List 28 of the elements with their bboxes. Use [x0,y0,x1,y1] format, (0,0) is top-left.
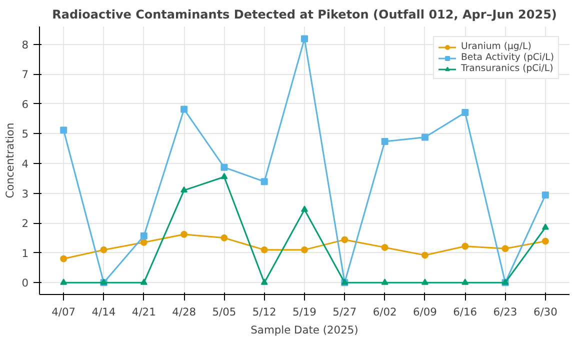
x-tick-label: 5/05 [212,306,236,318]
x-tick-label: 4/07 [52,306,76,318]
x-tick-label: 5/12 [252,306,276,318]
legend-label: Transuranics (pCi/L) [461,63,554,74]
y-axis-title: Concentration [4,122,17,198]
x-tick-label: 6/09 [412,306,438,318]
y-tick-label: 7 [22,68,28,82]
x-tick-label: 4/21 [132,306,156,318]
x-tick-label: 4/28 [172,306,196,318]
chart-title: Radioactive Contaminants Detected at Piketon (Outfall 012, Apr–Jun 2025) [52,8,557,22]
x-tick-label: 5/27 [332,306,357,318]
x-axis-title: Sample Date (2025) [250,324,358,336]
y-tick-label: 8 [22,38,29,52]
y-tick-label: 0 [22,276,29,290]
x-tick-label: 5/19 [292,306,317,318]
x-tick-label: 6/02 [372,306,397,318]
x-tick-label: 6/16 [453,306,478,318]
y-tick-label: 6 [22,98,29,111]
x-tick-label: 6/30 [533,306,558,318]
y-tick-label: 5 [22,128,28,141]
y-tick-label: 3 [22,187,28,200]
y-tick-label: 2 [22,217,28,230]
x-tick-label: 4/14 [92,306,116,318]
x-tick-label: 6/23 [493,306,518,318]
y-tick-label: 1 [22,246,28,260]
legend-label: Beta Activity (pCi/L) [461,52,554,63]
y-tick-label: 4 [22,157,29,170]
legend-label: Uranium (µg/L) [461,41,532,52]
